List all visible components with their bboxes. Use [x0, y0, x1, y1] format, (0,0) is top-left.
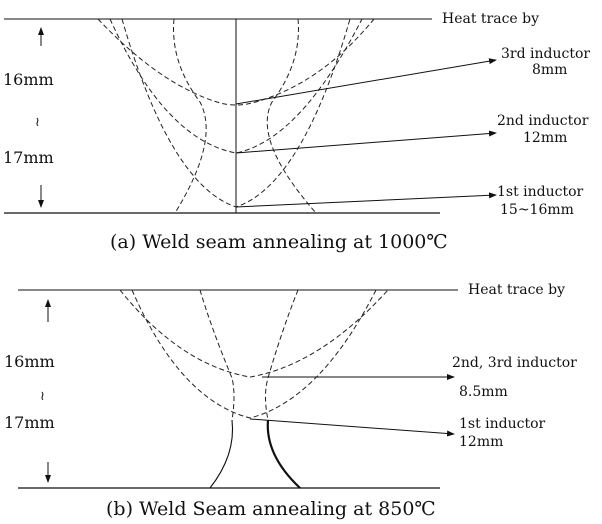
panel-a-depth-top: 16mm [3, 70, 54, 89]
panel-b-inductor-23-name: 2nd, 3rd inductor [452, 355, 577, 371]
panel-b-inductor-23-width: 8.5mm [459, 384, 508, 400]
panel-a-heat-trace-label: Heat trace by [442, 11, 539, 27]
panel-a-trace-3rd-inductor [97, 18, 375, 106]
panel-a: Heat trace by 16mm ≀ 17mm 3rd inductor 8… [3, 11, 590, 253]
panel-b-heat-trace-label: Heat trace by [468, 282, 565, 298]
panel-b-inductor-1-width: 12mm [459, 434, 503, 450]
panel-b-leader-1st [249, 418, 455, 437]
panel-a-inductor-2-width: 12mm [523, 130, 567, 146]
panel-a-trace-left-fusion [173, 18, 207, 214]
panel-b-fusion-line-right [266, 419, 301, 489]
panel-a-depth-mid: ≀ [35, 115, 40, 130]
panel-b-depth-bottom: 17mm [4, 413, 55, 432]
panel-a-inductor-1-width: 15~16mm [500, 202, 574, 218]
panel-a-caption: (a) Weld seam annealing at 1000℃ [110, 231, 448, 253]
panel-b-depth-top: 16mm [4, 352, 55, 371]
panel-b-caption: (b) Weld Seam annealing at 850℃ [106, 498, 436, 520]
panel-b-fusion-line-left [209, 419, 234, 489]
panel-b-trace-1st-inductor [131, 289, 377, 419]
panel-a-leader-2nd [235, 130, 497, 154]
panel-a-depth-bottom: 17mm [3, 148, 54, 167]
panel-b-trace-left-fusion [199, 289, 235, 421]
panel-b: Heat trace by 16mm ≀ 17mm 2nd, 3rd induc… [4, 282, 577, 520]
panel-a-trace-right-fusion [266, 18, 317, 214]
panel-a-inductor-3-width: 8mm [532, 62, 567, 78]
panel-a-inductor-2-name: 2nd inductor [497, 113, 589, 129]
panel-b-depth-mid: ≀ [40, 389, 45, 404]
panel-b-trace-right-fusion [265, 289, 299, 421]
panel-b-trace-2nd-3rd-inductor [119, 289, 389, 378]
panel-a-inductor-3-name: 3rd inductor [501, 46, 590, 62]
panel-a-inductor-1-name: 1st inductor [497, 184, 584, 200]
panel-a-leader-3rd [235, 58, 497, 105]
panel-a-leader-1st [235, 192, 497, 208]
panel-b-inductor-1-name: 1st inductor [459, 416, 546, 432]
